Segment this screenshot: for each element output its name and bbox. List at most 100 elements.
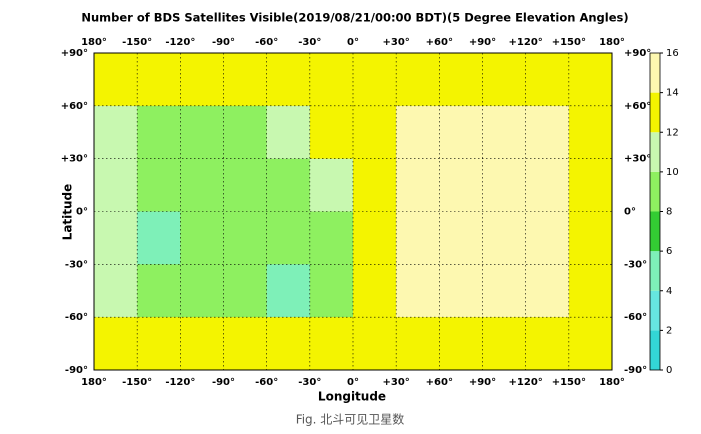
heat-cell — [568, 317, 613, 371]
heat-cell — [309, 105, 354, 160]
x-axis-label: Longitude — [318, 390, 386, 404]
x-tick-label-top: -150° — [122, 37, 152, 48]
colorbar-tick-label: 6 — [666, 246, 672, 257]
colorbar-band — [650, 211, 660, 252]
y-tick-label: -60° — [65, 312, 88, 323]
heat-cell — [223, 53, 268, 107]
heat-cell — [137, 211, 181, 265]
x-tick-label-top: -60° — [255, 37, 278, 48]
heat-cell — [137, 105, 181, 160]
heat-cell — [396, 264, 440, 318]
heat-cell — [353, 264, 397, 318]
heat-cell — [223, 317, 268, 371]
heat-cell — [482, 211, 527, 265]
colorbar-tick-label: 12 — [666, 127, 679, 138]
colorbar-tick-label: 4 — [666, 286, 672, 297]
colorbar-tick-label: 2 — [666, 325, 672, 336]
heat-cell — [525, 105, 570, 160]
y-tick-label-right: 0° — [624, 207, 636, 218]
y-tick-label-right: +30° — [624, 154, 651, 165]
y-axis-label: Latitude — [61, 184, 75, 241]
x-tick-label-top: +150° — [552, 37, 586, 48]
x-tick-label: +120° — [509, 377, 543, 388]
heat-cell — [525, 53, 570, 107]
heat-cell — [482, 317, 527, 371]
y-tick-label-right: -90° — [624, 365, 647, 376]
heat-cell — [525, 158, 570, 212]
x-tick-label-top: -120° — [165, 37, 195, 48]
heat-cell — [439, 317, 483, 371]
heat-cell — [439, 211, 483, 265]
heat-cell — [482, 158, 527, 212]
x-tick-label: 0° — [347, 377, 359, 388]
y-tick-label: +90° — [61, 48, 88, 59]
heat-cell — [266, 53, 311, 107]
heat-cell — [309, 158, 354, 212]
x-tick-label-top: +120° — [509, 37, 543, 48]
x-tick-label: -150° — [122, 377, 152, 388]
heat-cell — [266, 105, 311, 160]
heat-cell — [396, 211, 440, 265]
heat-cell — [353, 53, 397, 107]
heat-cell — [266, 264, 311, 318]
y-tick-label: +60° — [61, 101, 88, 112]
heat-cell — [482, 105, 527, 160]
x-tick-label: -60° — [255, 377, 278, 388]
heat-cell — [94, 105, 138, 160]
x-tick-label-top: +30° — [383, 37, 410, 48]
x-tick-label: +30° — [383, 377, 410, 388]
x-tick-label-top: 0° — [347, 37, 359, 48]
heat-cell — [137, 317, 181, 371]
heat-cell — [94, 264, 138, 318]
colorbar-tick-label: 16 — [666, 48, 679, 59]
heat-cell — [482, 53, 527, 107]
colorbar-tick-label: 10 — [666, 167, 679, 178]
heat-cell — [353, 211, 397, 265]
y-tick-label-right: +90° — [624, 48, 651, 59]
heat-cell — [180, 105, 224, 160]
heat-cell — [396, 53, 440, 107]
heat-cell — [137, 53, 181, 107]
heat-cell — [180, 53, 224, 107]
colorbar-tick-label: 14 — [666, 88, 679, 99]
heat-cell — [94, 158, 138, 212]
heat-cell — [353, 317, 397, 371]
heat-cell — [266, 211, 311, 265]
heat-cell — [94, 211, 138, 265]
heat-cell — [568, 158, 613, 212]
colorbar-band — [650, 92, 660, 133]
heat-cell — [94, 317, 138, 371]
x-tick-label: -90° — [212, 377, 235, 388]
heat-cell — [525, 317, 570, 371]
chart-title: Number of BDS Satellites Visible(2019/08… — [81, 11, 628, 25]
heat-cell — [137, 158, 181, 212]
heat-cell — [439, 158, 483, 212]
heat-cell — [353, 105, 397, 160]
x-tick-label: +150° — [552, 377, 586, 388]
heat-cell — [309, 317, 354, 371]
heat-cell — [568, 53, 613, 107]
y-tick-label-right: -30° — [624, 259, 647, 270]
colorbar-band — [650, 132, 660, 172]
heat-cell — [223, 264, 268, 318]
heat-cell — [180, 264, 224, 318]
x-tick-label-top: 180° — [599, 37, 625, 48]
heat-cell — [396, 105, 440, 160]
heat-cell — [223, 158, 268, 212]
colorbar-band — [650, 330, 660, 370]
x-tick-label: +60° — [426, 377, 453, 388]
y-tick-label-right: -60° — [624, 312, 647, 323]
y-tick-label-right: +60° — [624, 101, 651, 112]
heat-cell — [137, 264, 181, 318]
heat-cell — [266, 317, 311, 371]
colorbar-band — [650, 290, 660, 331]
caption: Fig. 北斗可见卫星数 — [296, 412, 405, 427]
colorbar-band — [650, 171, 660, 212]
colorbar-tick-label: 0 — [666, 365, 672, 376]
heat-cell — [180, 158, 224, 212]
y-tick-label: -90° — [65, 365, 88, 376]
heat-cell — [525, 211, 570, 265]
x-tick-label: 180° — [81, 377, 107, 388]
colorbar-tick-label: 8 — [666, 207, 672, 218]
